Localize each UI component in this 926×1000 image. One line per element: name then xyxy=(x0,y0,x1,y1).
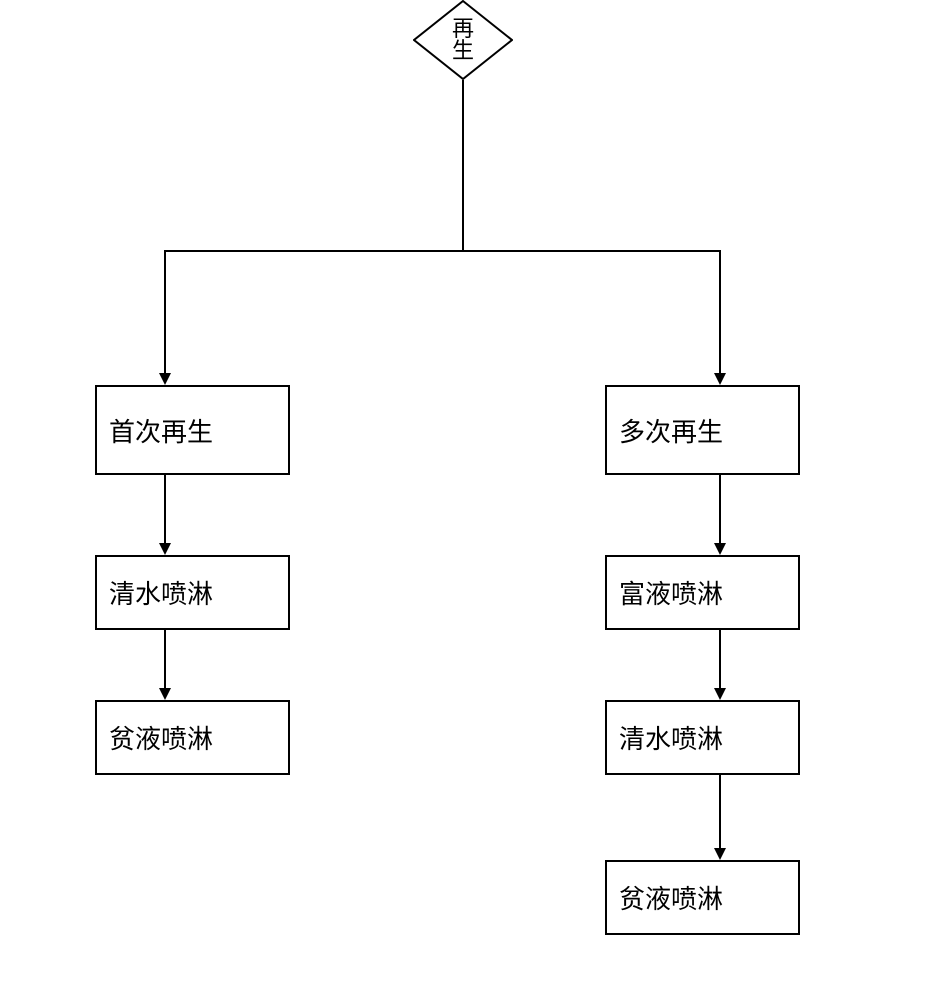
box-label: 清水喷淋 xyxy=(619,719,723,756)
box-first-regen: 首次再生 xyxy=(95,385,290,475)
box-lean-spray-right: 贫液喷淋 xyxy=(605,860,800,935)
arrowhead-right_3_4 xyxy=(714,848,726,860)
connector-diamond_down xyxy=(462,80,464,250)
arrowhead-left_down1 xyxy=(159,373,171,385)
decision-diamond: 再 生 xyxy=(413,0,513,80)
arrowhead-left_2_3 xyxy=(159,688,171,700)
connector-left_1_2 xyxy=(164,475,166,545)
connector-left_down1 xyxy=(164,250,166,375)
arrowhead-left_1_2 xyxy=(159,543,171,555)
connector-right_2_3 xyxy=(719,630,721,690)
box-water-spray-left: 清水喷淋 xyxy=(95,555,290,630)
box-lean-spray-left: 贫液喷淋 xyxy=(95,700,290,775)
connector-right_3_4 xyxy=(719,775,721,850)
box-label: 多次再生 xyxy=(619,412,723,449)
box-label: 富液喷淋 xyxy=(619,574,723,611)
connector-right_down1 xyxy=(719,250,721,375)
arrowhead-right_2_3 xyxy=(714,688,726,700)
connector-right_1_2 xyxy=(719,475,721,545)
box-label: 首次再生 xyxy=(109,412,213,449)
diamond-label: 再 生 xyxy=(413,0,513,80)
diamond-text-line2: 生 xyxy=(452,40,474,62)
connector-left_2_3 xyxy=(164,630,166,690)
box-multi-regen: 多次再生 xyxy=(605,385,800,475)
diamond-text-line1: 再 xyxy=(452,18,474,40)
connector-h_split xyxy=(165,250,720,252)
box-label: 贫液喷淋 xyxy=(619,879,723,916)
arrowhead-right_1_2 xyxy=(714,543,726,555)
box-label: 贫液喷淋 xyxy=(109,719,213,756)
box-rich-spray: 富液喷淋 xyxy=(605,555,800,630)
box-label: 清水喷淋 xyxy=(109,574,213,611)
box-water-spray-right: 清水喷淋 xyxy=(605,700,800,775)
arrowhead-right_down1 xyxy=(714,373,726,385)
